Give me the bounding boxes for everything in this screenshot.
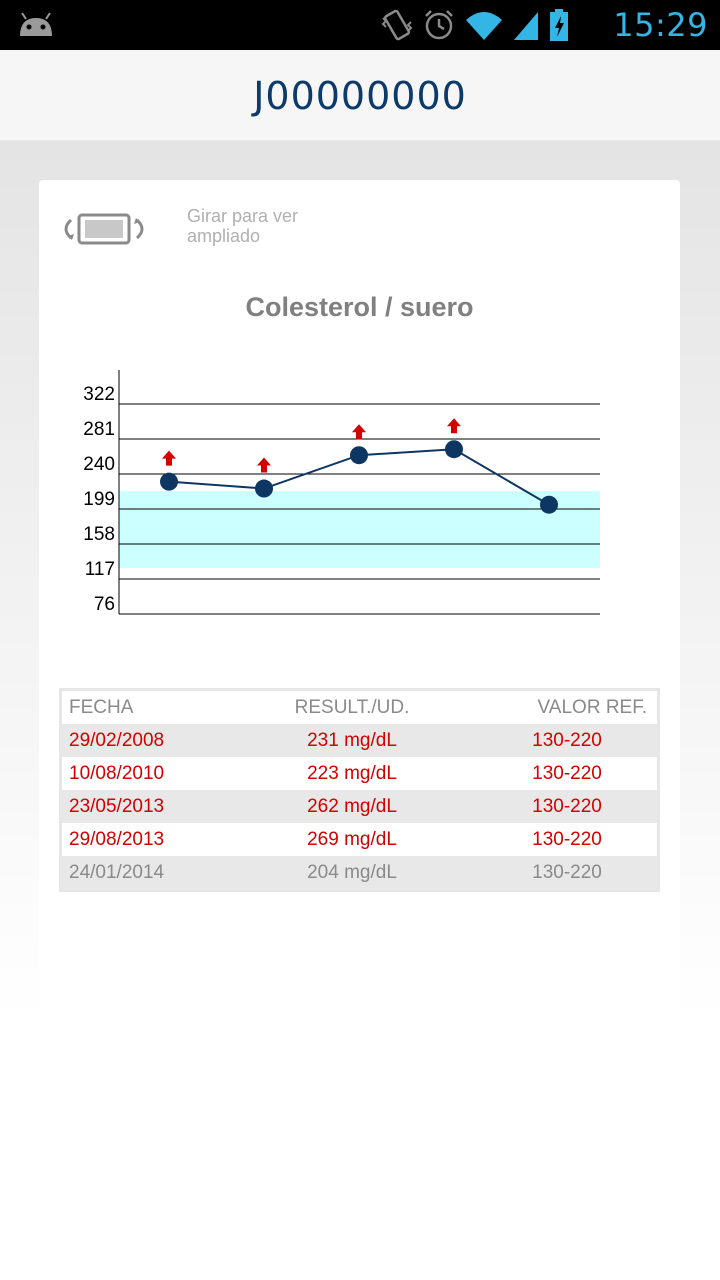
rotate-hint: Girar para ver ampliado [59, 206, 319, 258]
row-result: 269 mg/dL [307, 829, 397, 850]
table-row[interactable]: 10/08/2010 223 mg/dL 130-220 [62, 757, 657, 790]
high-flag-arrow-icon [447, 418, 461, 434]
android-icon [16, 10, 56, 43]
row-result: 204 mg/dL [307, 862, 397, 883]
battery-charging-icon [548, 8, 570, 47]
y-tick-label: 199 [83, 489, 115, 510]
app-header: J00000000 [0, 50, 720, 141]
row-date: 10/08/2010 [69, 763, 165, 784]
alarm-icon [422, 8, 456, 47]
table-row[interactable]: 23/05/2013 262 mg/dL 130-220 [62, 790, 657, 823]
high-flag-arrow-icon [352, 424, 366, 440]
data-point [445, 440, 463, 459]
row-date: 29/02/2008 [69, 730, 165, 751]
header-result: RESULT./UD. [294, 697, 410, 718]
page-title: J00000000 [253, 74, 467, 118]
high-flag-arrow-icon [257, 457, 271, 473]
table-row[interactable]: 24/01/2014 204 mg/dL 130-220 [62, 856, 657, 889]
table-row[interactable]: 29/02/2008 231 mg/dL 130-220 [62, 724, 657, 757]
data-point [160, 472, 178, 491]
vibrate-icon [380, 8, 414, 47]
rotate-hint-text: Girar para ver ampliado [187, 206, 299, 246]
wifi-icon [464, 8, 504, 47]
status-bar: 15:29 [0, 0, 720, 50]
data-point [350, 446, 368, 465]
y-tick-label: 158 [83, 524, 115, 545]
data-point [540, 495, 558, 514]
y-tick-label: 76 [94, 594, 115, 615]
reference-range-band [119, 491, 600, 568]
y-tick-label: 322 [83, 384, 115, 405]
header-fecha: FECHA [69, 697, 134, 718]
y-tick-label: 117 [85, 559, 115, 580]
clock: 15:29 [613, 6, 708, 44]
row-date: 23/05/2013 [69, 796, 165, 817]
row-ref: 130-220 [532, 862, 602, 883]
result-card: Girar para ver ampliado Colesterol / sue… [39, 180, 680, 1020]
row-ref: 130-220 [532, 796, 602, 817]
results-table: FECHA RESULT./UD. VALOR REF. 29/02/2008 … [59, 688, 660, 892]
row-ref: 130-220 [532, 730, 602, 751]
header-ref: VALOR REF. [537, 697, 647, 718]
data-point [255, 479, 273, 498]
rotate-phone-icon [59, 210, 149, 253]
row-date: 24/01/2014 [69, 862, 165, 883]
row-result: 262 mg/dL [307, 796, 397, 817]
row-ref: 130-220 [532, 763, 602, 784]
y-tick-label: 240 [83, 454, 115, 475]
row-ref: 130-220 [532, 829, 602, 850]
signal-icon [512, 8, 540, 47]
cholesterol-chart: 322 281 240 199 158 117 76 [83, 370, 600, 615]
row-result: 223 mg/dL [307, 763, 397, 784]
high-flag-arrow-icon [162, 450, 176, 466]
table-header: FECHA RESULT./UD. VALOR REF. [62, 691, 657, 724]
y-tick-label: 281 [83, 419, 115, 440]
row-date: 29/08/2013 [69, 829, 165, 850]
table-row[interactable]: 29/08/2013 269 mg/dL 130-220 [62, 823, 657, 856]
chart-title: Colesterol / suero [245, 292, 474, 322]
row-result: 231 mg/dL [307, 730, 397, 751]
